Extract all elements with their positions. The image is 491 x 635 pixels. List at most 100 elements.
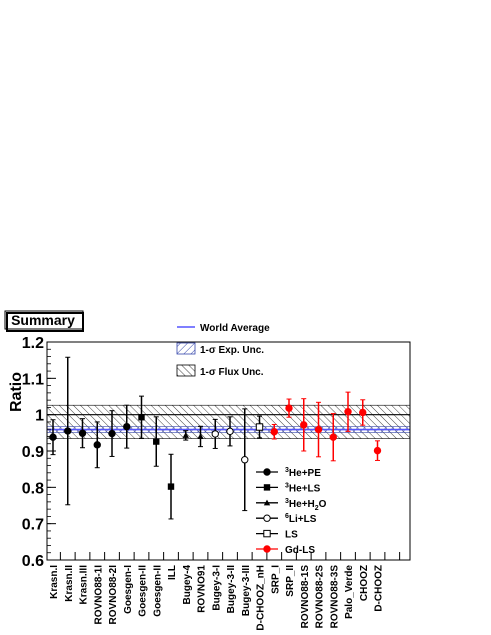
x-tick-label: SRP_I bbox=[270, 565, 281, 594]
y-tick-label: 0.9 bbox=[22, 444, 44, 461]
x-tick-label: ROVNO88-2S bbox=[315, 565, 326, 629]
x-tick-label: Goesgen-II bbox=[138, 565, 149, 617]
legend-group-item: LS bbox=[256, 530, 298, 541]
chart-title: Summary bbox=[11, 312, 75, 328]
data-point bbox=[359, 399, 367, 426]
legend-label: 3He+PE bbox=[285, 467, 321, 479]
point-marker bbox=[167, 483, 175, 490]
legend-marker bbox=[263, 484, 271, 491]
data-point bbox=[78, 418, 87, 449]
legend-group-item: 3He+PE bbox=[256, 467, 321, 479]
point-marker bbox=[78, 429, 87, 437]
legend-marker bbox=[263, 468, 271, 476]
y-axis-label: Ratio bbox=[8, 372, 25, 412]
x-tick-label: Goesgen-I bbox=[123, 565, 134, 614]
y-tick-label: 1.1 bbox=[22, 371, 44, 388]
x-tick-label: Krasn.II bbox=[64, 565, 75, 602]
legend-label: 6Li+LS bbox=[285, 513, 317, 525]
point-marker bbox=[108, 429, 116, 438]
data-point bbox=[167, 453, 175, 520]
legend-group-item: 3He+H2O bbox=[256, 498, 327, 512]
x-axis: Krasn.I Krasn.II Krasn.III ROVNO88-1I ROVNO8… bbox=[49, 552, 401, 631]
x-tick-label: Bugey-3-III bbox=[241, 565, 252, 616]
x-tick-label: Bugey-4 bbox=[182, 565, 193, 605]
legend-top: World Average 1-σ Exp. Unc. 1-σ Flux Unc. bbox=[176, 323, 270, 378]
data-points bbox=[49, 356, 382, 520]
data-point bbox=[93, 421, 101, 469]
point-marker bbox=[359, 408, 367, 417]
x-tick-label: Bugey-3-II bbox=[226, 565, 237, 614]
point-marker bbox=[373, 446, 382, 455]
point-marker bbox=[211, 430, 219, 438]
legend-exp-unc-swatch bbox=[176, 342, 196, 355]
legend-label: 3He+H2O bbox=[285, 498, 327, 512]
legend-label: Gd-LS bbox=[285, 545, 315, 556]
y-tick-label: 1 bbox=[35, 408, 44, 425]
data-point bbox=[49, 419, 57, 456]
point-marker bbox=[300, 421, 308, 429]
data-point bbox=[123, 404, 131, 449]
x-tick-label: ROVNO88-1S bbox=[300, 565, 311, 629]
chart-title-box: Summary bbox=[4, 310, 84, 332]
data-point bbox=[285, 398, 293, 418]
point-marker bbox=[49, 433, 57, 441]
x-tick-label: D-CHOOZ_nH bbox=[256, 565, 267, 631]
x-tick-label: CHOOZ bbox=[359, 565, 370, 601]
point-marker bbox=[197, 433, 204, 440]
legend-group-item: Gd-LS bbox=[256, 545, 315, 556]
point-marker bbox=[270, 428, 278, 436]
x-tick-label: ROVNO91 bbox=[197, 565, 208, 613]
data-point bbox=[211, 418, 219, 449]
data-point bbox=[255, 415, 264, 439]
x-tick-label: Goesgen-II bbox=[152, 565, 163, 617]
x-tick-label: ROVNO88-2I bbox=[108, 565, 119, 625]
point-marker bbox=[138, 414, 145, 421]
data-point bbox=[153, 416, 160, 467]
data-point bbox=[182, 430, 189, 441]
data-point bbox=[344, 391, 352, 432]
point-marker bbox=[123, 422, 131, 431]
x-tick-label: ILL bbox=[167, 565, 178, 580]
data-point bbox=[64, 356, 72, 506]
data-point bbox=[138, 395, 145, 439]
x-tick-label: ROVNO88-1I bbox=[93, 565, 104, 625]
point-marker bbox=[329, 433, 337, 441]
x-tick-label: Bugey-3-I bbox=[211, 565, 222, 611]
data-point bbox=[108, 410, 116, 457]
point-marker bbox=[226, 427, 234, 436]
x-tick-label: Krasn.I bbox=[49, 565, 60, 599]
x-tick-label: Palo_Verde bbox=[344, 565, 355, 619]
point-marker bbox=[285, 404, 293, 412]
legend-marker bbox=[263, 499, 271, 506]
y-axis: 0.6 0.7 0.8 0.9 1 1.1 1.2 bbox=[22, 335, 56, 570]
x-tick-label: D-CHOOZ bbox=[374, 565, 385, 612]
point-marker bbox=[255, 423, 264, 431]
legend-exp-unc-text: 1-σ Exp. Unc. bbox=[200, 345, 264, 356]
legend-marker bbox=[263, 514, 271, 522]
point-marker bbox=[153, 438, 160, 445]
y-tick-label: 1.2 bbox=[22, 335, 44, 352]
legend-group-item: 3He+LS bbox=[256, 482, 321, 494]
data-point bbox=[300, 398, 308, 452]
legend-label: LS bbox=[285, 530, 298, 541]
point-marker bbox=[314, 425, 323, 434]
point-marker bbox=[241, 456, 249, 464]
legend-label: 3He+LS bbox=[285, 482, 321, 494]
y-tick-label: 0.8 bbox=[22, 480, 44, 497]
point-marker bbox=[64, 427, 72, 435]
legend-marker bbox=[263, 545, 271, 553]
point-marker bbox=[93, 441, 101, 449]
data-point bbox=[241, 408, 249, 512]
data-point bbox=[226, 416, 234, 447]
legend-world-average-text: World Average bbox=[200, 323, 270, 334]
y-tick-label: 0.7 bbox=[22, 517, 44, 534]
x-tick-label: Krasn.III bbox=[79, 565, 90, 605]
x-tick-label: SRP_II bbox=[285, 565, 296, 597]
data-point bbox=[373, 440, 382, 461]
data-point bbox=[329, 413, 337, 462]
data-point bbox=[197, 425, 204, 448]
legend-flux-unc-swatch bbox=[176, 364, 196, 377]
legend-marker bbox=[263, 529, 271, 538]
